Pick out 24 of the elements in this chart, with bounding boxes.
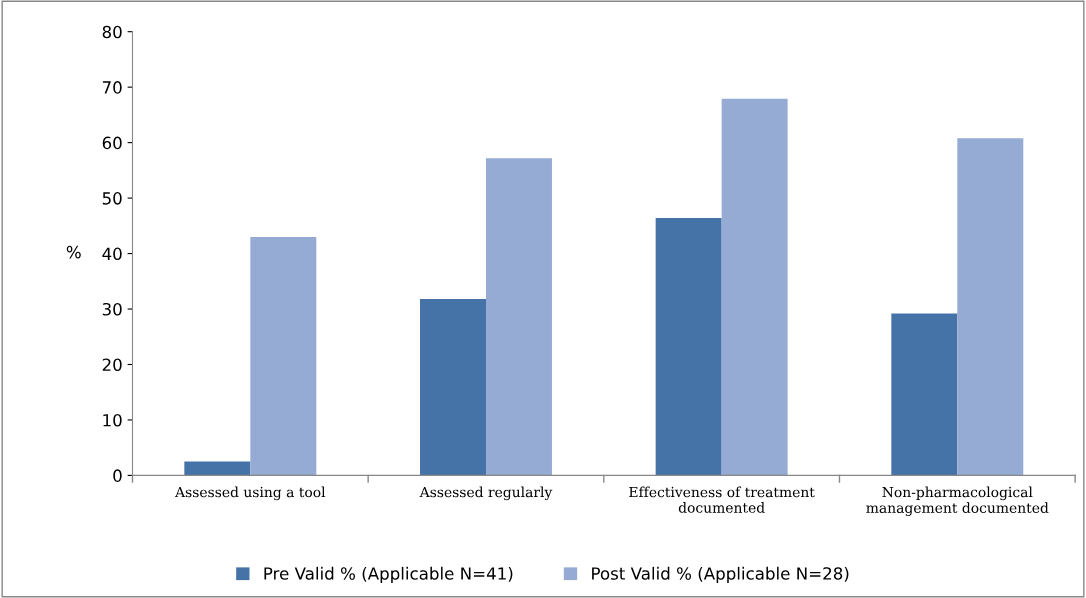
- bar: [420, 299, 486, 476]
- bar: [184, 461, 251, 476]
- x-tick-label: Effectiveness of treatment documented: [629, 486, 815, 513]
- bar: [485, 158, 552, 476]
- y-tick-label: 50: [102, 192, 122, 205]
- bar: [655, 218, 722, 476]
- bar: [250, 236, 317, 476]
- bar: [957, 138, 1024, 476]
- y-axis-title: %: [66, 245, 81, 259]
- x-tick-label: Assessed regularly: [419, 486, 553, 501]
- y-tick-label: 30: [102, 302, 122, 316]
- bar: [721, 98, 788, 476]
- y-tick-label: 10: [103, 413, 122, 427]
- y-tick-label: 0: [113, 469, 122, 482]
- legend-label: Post Valid % (Applicable N=28): [592, 566, 849, 583]
- bar: [891, 313, 958, 476]
- y-tick-label: 40: [102, 247, 122, 261]
- legend-label: Pre Valid % (Applicable N=41): [264, 566, 513, 583]
- y-tick-label: 70: [102, 81, 122, 94]
- x-tick-label: Non-pharmacological management documented: [866, 486, 1049, 516]
- y-tick-label: 80: [102, 25, 122, 39]
- y-tick-label: 20: [102, 358, 122, 372]
- y-tick-label: 60: [102, 136, 122, 150]
- x-tick-label: Assessed using a tool: [175, 486, 326, 501]
